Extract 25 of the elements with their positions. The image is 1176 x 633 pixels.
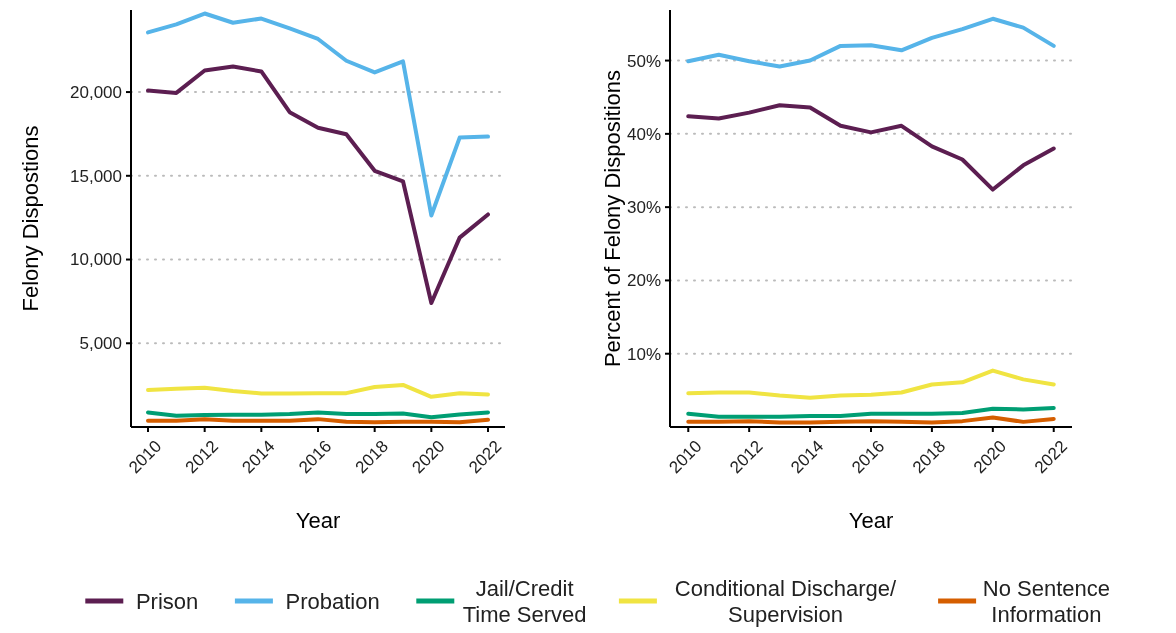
- legend-label: Prison: [135, 588, 199, 614]
- line-series: [146, 64, 490, 306]
- x-axis-title: Year: [848, 508, 894, 533]
- line-series: [686, 16, 1056, 69]
- x-axis-title: Year: [295, 508, 341, 533]
- y-tick-label: 40%: [626, 124, 661, 144]
- legend-label: Jail/Credit Time Served: [462, 575, 587, 627]
- line-series: [686, 405, 1056, 419]
- legend-label: Probation: [285, 588, 380, 614]
- line-series: [686, 103, 1056, 192]
- y-tick-label: 15,000: [70, 166, 122, 186]
- y-axis-title: Percent of Felony Dispositions: [599, 69, 625, 368]
- line-series: [146, 11, 490, 218]
- legend-label: Conditional Discharge/ Supervision: [674, 575, 898, 627]
- y-tick-label: 20,000: [70, 83, 122, 103]
- y-tick-label: 10%: [626, 344, 661, 364]
- legend-label: No Sentence Information: [982, 575, 1110, 627]
- y-axis-title: Felony Dispostions: [17, 125, 43, 312]
- y-tick-label: 10,000: [70, 250, 122, 270]
- y-tick-label: 30%: [626, 198, 661, 218]
- line-series: [146, 382, 490, 399]
- y-tick-label: 5,000: [79, 334, 122, 354]
- line-series: [686, 368, 1056, 400]
- y-tick-label: 20%: [626, 271, 661, 291]
- y-tick-label: 50%: [626, 51, 661, 71]
